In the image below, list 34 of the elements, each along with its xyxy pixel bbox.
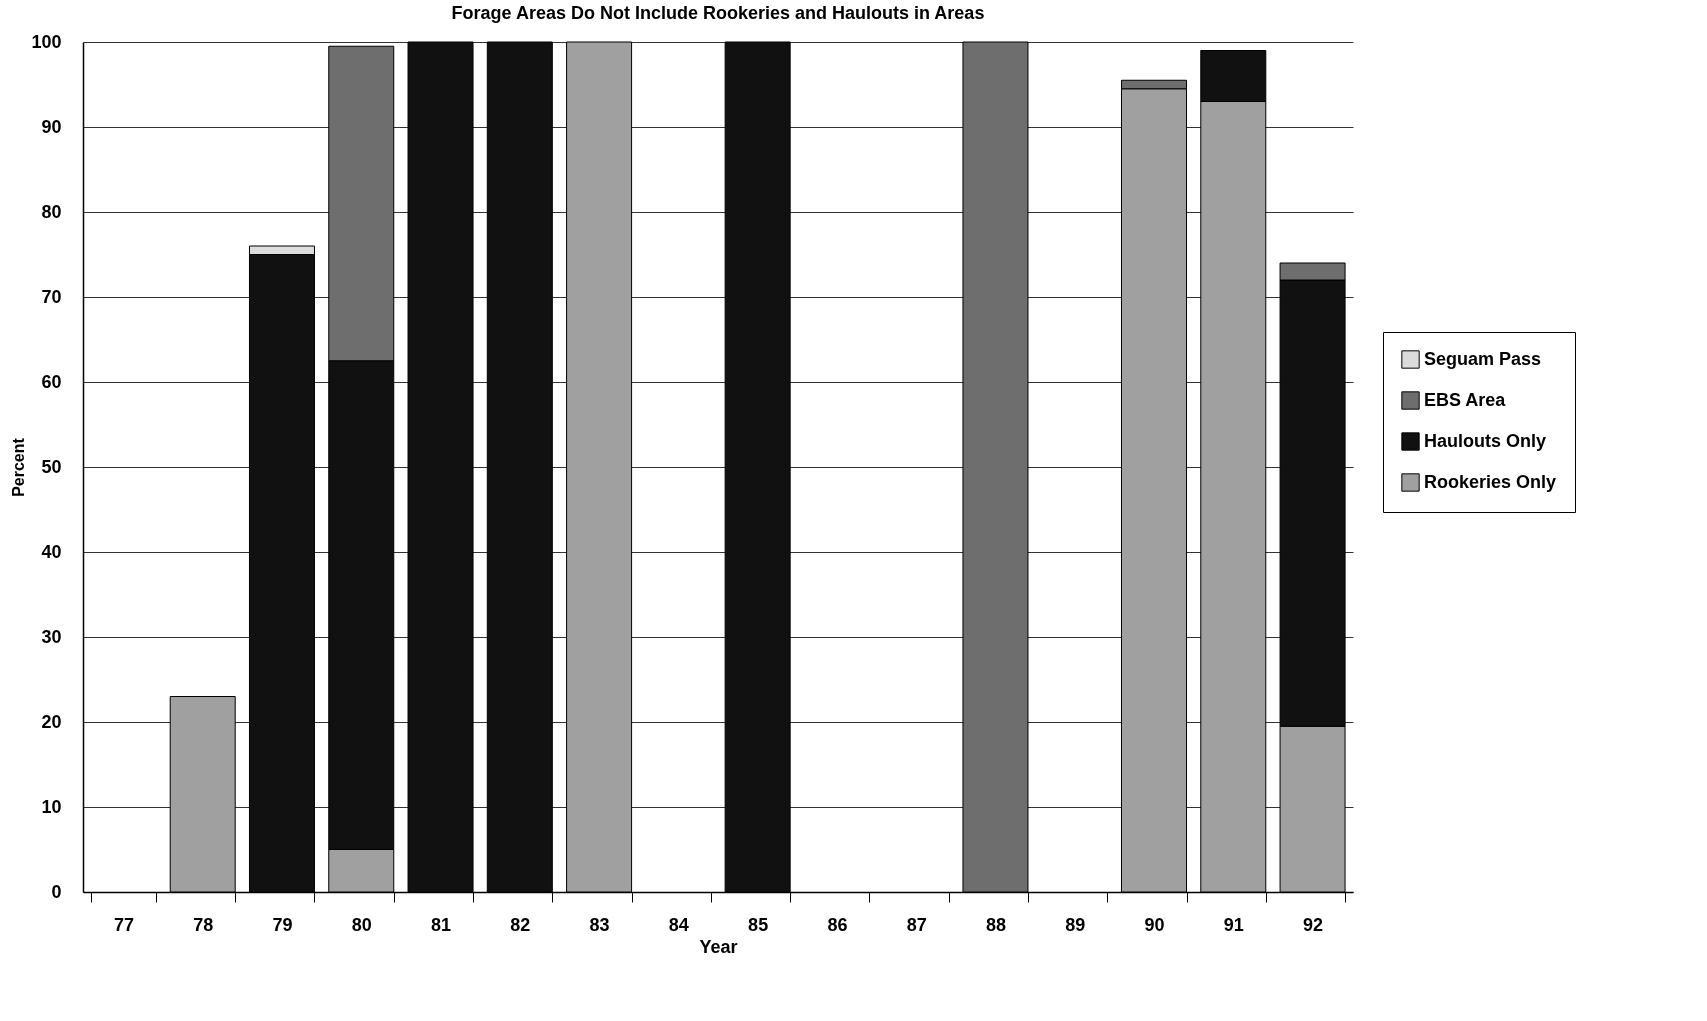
x-tick-label: 85 — [748, 914, 769, 935]
y-tick-label: 80 — [41, 201, 62, 222]
x-tick-label: 80 — [351, 914, 372, 935]
legend-label: Rookeries Only — [1424, 471, 1557, 492]
y-tick-label: 40 — [41, 541, 62, 562]
x-tick-label: 92 — [1303, 914, 1324, 935]
x-tick-label: 78 — [193, 914, 214, 935]
x-tick-label: 89 — [1065, 914, 1086, 935]
x-tick-label: 79 — [272, 914, 293, 935]
y-tick-label: 60 — [41, 371, 62, 392]
y-tick-label: 90 — [41, 116, 62, 137]
y-tick-label: 30 — [41, 626, 62, 647]
x-tick-label: 81 — [431, 914, 452, 935]
y-tick-label: 70 — [41, 286, 62, 307]
x-tick-label: 82 — [510, 914, 531, 935]
y-tick-label: 100 — [31, 31, 62, 52]
legend-label: Seguam Pass — [1424, 348, 1542, 369]
chart-title: Forage Areas Do Not Include Rookeries and Haulouts in Areas — [451, 3, 985, 23]
x-tick-label: 77 — [113, 914, 134, 935]
x-tick-label: 91 — [1223, 914, 1244, 935]
y-tick-label: 0 — [51, 881, 62, 902]
x-tick-label: 87 — [906, 914, 927, 935]
y-axis-title: Percent — [10, 437, 28, 497]
x-tick-label: 84 — [668, 914, 689, 935]
y-tick-label: 50 — [41, 456, 62, 477]
x-axis-title: Year — [699, 936, 738, 957]
x-tick-label: 88 — [985, 914, 1006, 935]
x-tick-label: 90 — [1144, 914, 1165, 935]
y-tick-label: 10 — [41, 796, 62, 817]
x-tick-label: 86 — [827, 914, 848, 935]
x-tick-label: 83 — [589, 914, 610, 935]
legend-label: Haulouts Only — [1424, 430, 1547, 451]
legend-label: EBS Area — [1424, 389, 1507, 410]
y-tick-label: 20 — [41, 711, 62, 732]
